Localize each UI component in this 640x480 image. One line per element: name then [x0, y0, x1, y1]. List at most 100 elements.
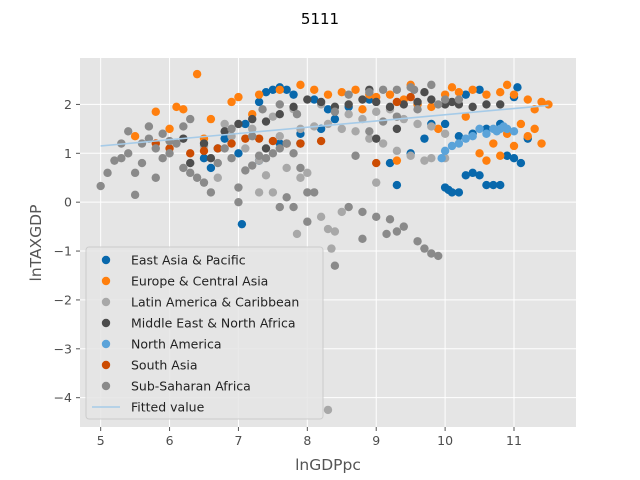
data-point-europe-central-asia — [275, 85, 284, 94]
data-point-middle-east-north-africa — [358, 95, 367, 104]
data-point-latin-america-caribbean — [337, 207, 346, 217]
data-point-latin-america-caribbean — [220, 119, 229, 129]
data-point-south-asia — [392, 97, 402, 107]
data-point-south-asia — [254, 134, 264, 143]
data-point-sub-saharan-africa — [117, 153, 126, 163]
data-point-sub-saharan-africa — [158, 153, 167, 163]
data-point-south-asia — [199, 146, 209, 156]
data-point-europe-central-asia — [310, 85, 319, 94]
data-point-latin-america-caribbean — [337, 124, 346, 134]
data-point-europe-central-asia — [530, 124, 539, 134]
data-point-east-asia-pacific — [385, 158, 395, 168]
data-point-latin-america-caribbean — [427, 122, 436, 131]
data-point-east-asia-pacific — [496, 180, 505, 190]
data-point-latin-america-caribbean — [372, 178, 381, 187]
data-point-north-america — [440, 146, 450, 156]
data-point-latin-america-caribbean — [268, 188, 278, 197]
data-point-sub-saharan-africa — [358, 207, 367, 217]
data-point-east-asia-pacific — [268, 85, 278, 94]
data-point-south-asia — [372, 158, 381, 168]
data-point-sub-saharan-africa — [96, 181, 105, 191]
x-tick-label: 5 — [97, 433, 105, 448]
data-point-middle-east-north-africa — [468, 102, 477, 112]
data-point-sub-saharan-africa — [392, 85, 402, 94]
data-point-europe-central-asia — [206, 114, 216, 124]
data-point-sub-saharan-africa — [385, 215, 395, 224]
data-point-east-asia-pacific — [310, 95, 319, 104]
data-point-middle-east-north-africa — [206, 153, 216, 163]
data-point-middle-east-north-africa — [385, 102, 395, 112]
data-point-north-america — [482, 129, 491, 138]
data-point-sub-saharan-africa — [137, 158, 147, 168]
data-point-east-asia-pacific — [392, 180, 402, 190]
data-point-europe-central-asia — [427, 102, 436, 112]
data-point-north-america — [475, 124, 484, 134]
data-point-latin-america-caribbean — [282, 163, 291, 173]
data-point-middle-east-north-africa — [427, 95, 436, 104]
data-point-east-asia-pacific — [420, 134, 429, 143]
data-point-sub-saharan-africa — [227, 153, 236, 163]
data-point-europe-central-asia — [323, 90, 333, 99]
data-point-europe-central-asia — [489, 139, 498, 148]
data-point-europe-central-asia — [509, 141, 519, 151]
data-point-east-asia-pacific — [254, 97, 264, 107]
data-point-sub-saharan-africa — [427, 249, 436, 258]
legend: East Asia & Pacific Europe & Central Asia… — [85, 246, 324, 420]
data-point-europe-central-asia — [179, 105, 188, 114]
data-point-europe-central-asia — [192, 69, 202, 79]
x-tick-label: 11 — [506, 433, 522, 448]
data-point-sub-saharan-africa — [292, 110, 302, 119]
data-point-europe-central-asia — [454, 88, 464, 97]
data-point-europe-central-asia — [509, 90, 519, 99]
data-point-sub-saharan-africa — [179, 163, 188, 173]
data-point-sub-saharan-africa — [454, 95, 464, 104]
data-point-sub-saharan-africa — [268, 149, 278, 158]
data-point-europe-central-asia — [537, 97, 546, 107]
data-point-sub-saharan-africa — [151, 144, 160, 153]
data-point-europe-central-asia — [482, 156, 491, 165]
data-point-sub-saharan-africa — [254, 151, 264, 160]
data-point-sub-saharan-africa — [110, 156, 119, 165]
legend-marker — [101, 318, 111, 328]
legend-marker — [101, 339, 111, 349]
data-point-sub-saharan-africa — [303, 217, 312, 226]
data-point-europe-central-asia — [254, 90, 264, 99]
chart-title: 5111 — [301, 10, 339, 28]
data-point-sub-saharan-africa — [130, 190, 140, 200]
data-point-latin-america-caribbean — [241, 144, 250, 153]
data-point-east-asia-pacific — [241, 119, 250, 129]
legend-marker — [101, 381, 111, 391]
data-point-east-asia-pacific — [234, 149, 243, 158]
data-point-latin-america-caribbean — [296, 124, 305, 134]
y-tick-label: 2 — [64, 97, 72, 112]
data-point-sub-saharan-africa — [275, 144, 284, 153]
data-point-middle-east-north-africa — [447, 97, 457, 107]
fitted-line — [100, 104, 549, 147]
data-point-sub-saharan-africa — [392, 227, 402, 236]
legend-label: Fitted value — [131, 400, 205, 415]
y-tick-label: 1 — [64, 146, 72, 161]
data-point-sub-saharan-africa — [303, 188, 312, 197]
data-point-europe-central-asia — [496, 151, 505, 160]
data-point-latin-america-caribbean — [406, 151, 415, 160]
data-point-sub-saharan-africa — [137, 139, 147, 148]
data-point-middle-east-north-africa — [234, 119, 243, 129]
x-axis-label: lnGDPpc — [295, 456, 361, 474]
data-point-east-asia-pacific — [206, 163, 216, 173]
y-tick-label: −2 — [54, 292, 72, 307]
data-point-sub-saharan-africa — [434, 251, 443, 261]
data-point-east-asia-pacific — [502, 151, 512, 160]
x-tick-label: 8 — [303, 433, 311, 448]
x-tick-labels: 5 6 7 8 9 10 11 — [97, 427, 522, 448]
data-point-latin-america-caribbean — [365, 134, 374, 143]
data-point-europe-central-asia — [358, 105, 367, 114]
data-point-sub-saharan-africa — [344, 202, 353, 212]
data-point-middle-east-north-africa — [289, 102, 298, 112]
data-point-europe-central-asia — [468, 85, 477, 94]
data-point-sub-saharan-africa — [358, 234, 367, 244]
data-point-europe-central-asia — [461, 112, 470, 121]
x-tick-label: 7 — [234, 433, 242, 448]
legend-label: North America — [131, 337, 222, 352]
data-point-sub-saharan-africa — [199, 178, 209, 187]
